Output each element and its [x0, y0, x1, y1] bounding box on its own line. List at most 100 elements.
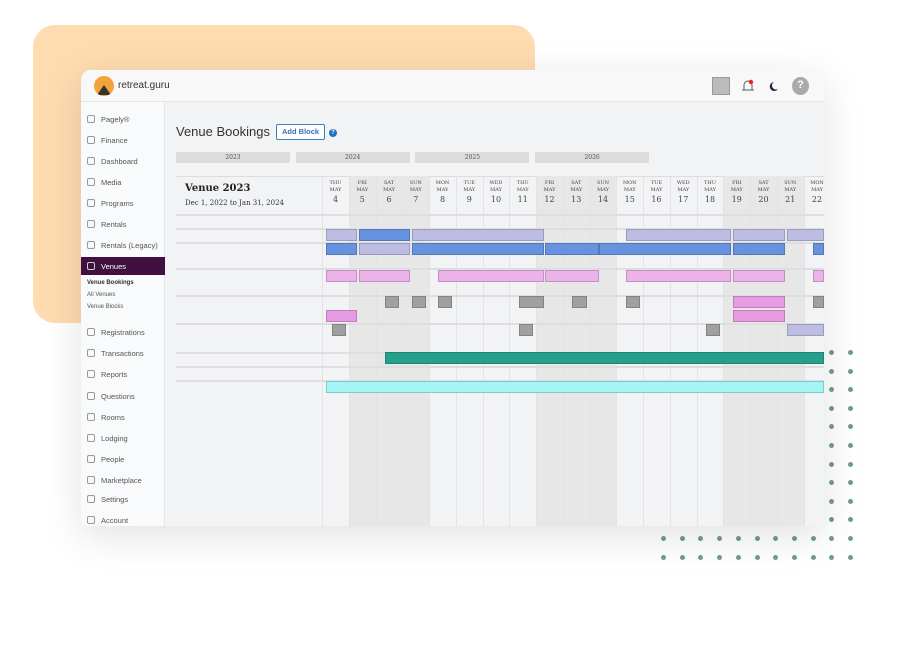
booking-bar[interactable] — [385, 296, 400, 308]
booking-bar[interactable] — [438, 296, 453, 308]
month: MAY — [650, 187, 663, 193]
day-header: SAT MAY 20 — [750, 180, 777, 206]
booking-bar[interactable] — [625, 296, 640, 308]
sidebar-item-venues[interactable]: Venues — [81, 257, 165, 275]
dot — [848, 498, 853, 504]
day-header: THU MAY 18 — [697, 180, 724, 206]
media-icon — [87, 178, 95, 186]
booking-bar[interactable] — [732, 270, 785, 282]
booking-bar[interactable] — [732, 310, 785, 322]
sidebar-item-people[interactable]: People — [81, 450, 165, 468]
booking-bar[interactable] — [359, 229, 411, 241]
booking-bar[interactable] — [732, 243, 785, 255]
booking-bar[interactable] — [412, 229, 545, 241]
sidebar-item-pagely[interactable]: Pagely® — [81, 110, 165, 128]
booking-bar[interactable] — [812, 243, 824, 255]
help-circle-icon[interactable]: ? — [329, 129, 337, 137]
year-tab-2023[interactable]: 2023 — [176, 152, 290, 163]
booking-bar[interactable] — [786, 229, 824, 241]
dot — [829, 461, 834, 467]
booking-bar[interactable] — [359, 243, 411, 255]
year-tab-2026[interactable]: 2026 — [535, 152, 650, 163]
month: MAY — [730, 187, 743, 193]
sidebar-item-settings[interactable]: Settings — [81, 490, 165, 508]
day-number: 12 — [544, 195, 555, 204]
retreat-guru-logo-icon — [94, 76, 114, 96]
booking-bar[interactable] — [385, 352, 824, 364]
sidebar-item-media[interactable]: Media — [81, 173, 165, 191]
booking-bar[interactable] — [326, 310, 358, 322]
day-number: 8 — [439, 195, 446, 204]
day-column — [509, 176, 536, 526]
booking-bar[interactable] — [812, 270, 824, 282]
sidebar-item-registrations[interactable]: Registrations — [81, 323, 165, 341]
sidebar-item-rentals[interactable]: Rentals — [81, 215, 165, 233]
booking-bar[interactable] — [326, 381, 824, 393]
day-of-week: WED — [489, 180, 503, 186]
user-avatar[interactable] — [712, 77, 730, 95]
dot — [735, 555, 741, 560]
booking-bar[interactable] — [438, 270, 545, 282]
dot — [848, 405, 853, 411]
notification-bell-icon[interactable] — [741, 77, 755, 95]
day-header: WED MAY 17 — [670, 180, 697, 206]
dot — [848, 555, 853, 560]
booking-bar[interactable] — [786, 324, 824, 336]
sidebar-item-rentals-legacy[interactable]: Rentals (Legacy) — [81, 236, 165, 254]
clipboard-icon — [87, 413, 95, 421]
booking-bar[interactable] — [572, 296, 587, 308]
day-number: 10 — [490, 195, 502, 204]
booking-bar[interactable] — [412, 296, 427, 308]
sidebar-item-questions[interactable]: Questions — [81, 387, 165, 405]
sidebar-item-dashboard[interactable]: Dashboard — [81, 152, 165, 170]
year-tab-2025[interactable]: 2025 — [415, 152, 530, 163]
add-block-button[interactable]: Add Block — [276, 124, 326, 140]
booking-bar[interactable] — [545, 270, 599, 282]
dot — [829, 350, 834, 355]
day-header: THU MAY 4 — [322, 180, 349, 206]
sidebar-subitem[interactable]: Venue Bookings — [87, 280, 134, 286]
sidebar-item-transactions[interactable]: Transactions — [81, 344, 165, 362]
booking-bar[interactable] — [732, 229, 785, 241]
day-number: 17 — [678, 195, 689, 204]
sidebar-item-lodging[interactable]: Lodging — [81, 429, 165, 447]
sidebar-item-rooms[interactable]: Rooms — [81, 408, 165, 426]
dark-mode-moon-icon[interactable] — [767, 77, 779, 95]
booking-bar[interactable] — [326, 229, 358, 241]
year-tab-2024[interactable]: 2024 — [295, 152, 410, 163]
report-icon — [87, 370, 95, 378]
booking-bar[interactable] — [625, 229, 731, 241]
sidebar-item-label: Settings — [101, 494, 129, 504]
booking-bar[interactable] — [732, 296, 785, 308]
help-icon[interactable]: ? — [792, 77, 809, 95]
sidebar-item-label: Programs — [101, 198, 134, 208]
booking-bar[interactable] — [519, 296, 545, 308]
sidebar-item-programs[interactable]: Programs — [81, 194, 165, 212]
day-header: MON MAY 8 — [429, 180, 456, 206]
booking-bar[interactable] — [519, 324, 533, 336]
sidebar-item-marketplace[interactable]: Marketplace — [81, 471, 165, 489]
booking-bar[interactable] — [599, 243, 731, 255]
day-column — [589, 176, 617, 526]
month: MAY — [811, 187, 823, 193]
sidebar-item-account[interactable]: Account — [81, 511, 165, 526]
booking-bar[interactable] — [359, 270, 411, 282]
booking-bar[interactable] — [812, 296, 824, 308]
booking-bar[interactable] — [705, 324, 720, 336]
sidebar-subitem[interactable]: Venue Blocks — [87, 304, 124, 310]
booking-bar[interactable] — [326, 243, 358, 255]
booking-bar[interactable] — [545, 243, 599, 255]
booking-bar[interactable] — [331, 324, 347, 336]
booking-bar[interactable] — [326, 270, 358, 282]
booking-bar[interactable] — [412, 243, 545, 255]
top-header: retreat.guru ? — [81, 70, 824, 102]
sidebar-subitem[interactable]: All Venues — [87, 292, 116, 298]
sidebar-item-label: Rentals — [101, 219, 127, 229]
sidebar-item-label: Marketplace — [101, 475, 142, 485]
sidebar-item-reports[interactable]: Reports — [81, 365, 165, 383]
sidebar-item-finance[interactable]: Finance — [81, 131, 165, 149]
day-of-week: MON — [810, 180, 824, 186]
booking-bar[interactable] — [625, 270, 731, 282]
day-of-week: TUE — [650, 180, 663, 186]
month: MAY — [490, 187, 502, 193]
